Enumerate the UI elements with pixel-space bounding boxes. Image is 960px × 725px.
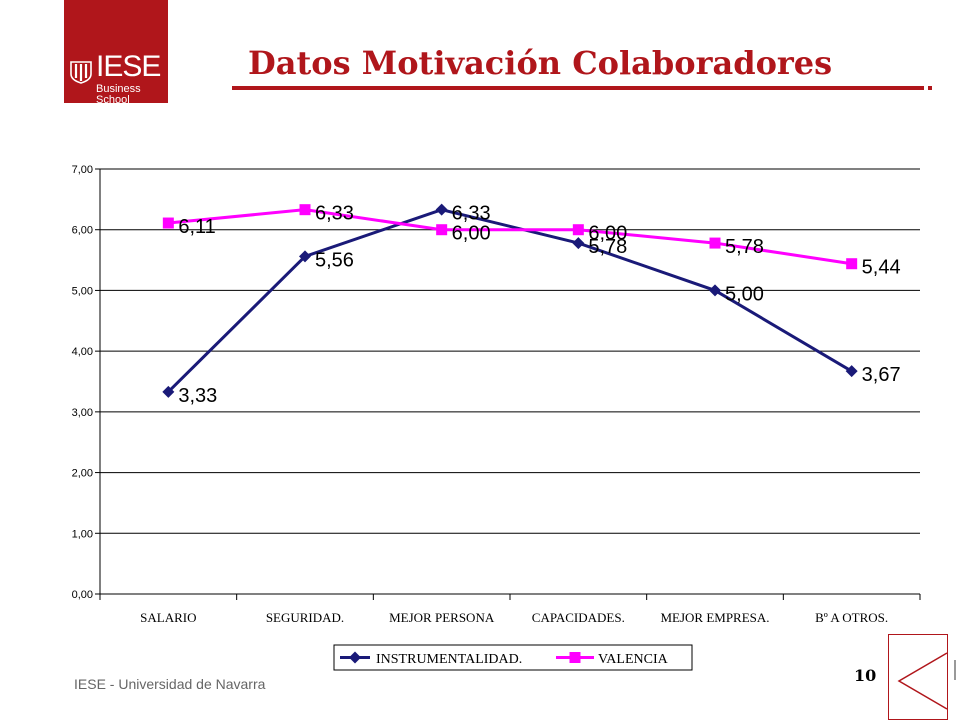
data-point bbox=[162, 385, 175, 398]
data-point bbox=[162, 217, 174, 229]
data-label: 6,11 bbox=[178, 216, 215, 238]
data-label: 5,56 bbox=[315, 249, 354, 271]
legend-label: INSTRUMENTALIDAD. bbox=[376, 652, 522, 667]
page-number: 10 bbox=[854, 666, 877, 685]
iese-logo: IESE Business School bbox=[64, 0, 168, 106]
y-tick-label: 4,00 bbox=[72, 346, 93, 358]
x-tick-label: MEJOR EMPRESA. bbox=[660, 610, 769, 625]
y-tick-label: 5,00 bbox=[72, 285, 93, 297]
y-tick-label: 1,00 bbox=[72, 528, 93, 540]
iese-shield-icon bbox=[70, 61, 92, 84]
data-label: 6,33 bbox=[315, 203, 354, 225]
y-tick-label: 2,00 bbox=[72, 468, 93, 480]
data-label: 6,00 bbox=[588, 223, 627, 245]
data-label: 5,78 bbox=[725, 236, 764, 258]
series-line-valencia bbox=[168, 208, 852, 266]
x-tick-label: MEJOR PERSONA bbox=[389, 610, 495, 625]
data-point bbox=[572, 237, 585, 250]
data-point bbox=[709, 237, 721, 249]
data-point bbox=[299, 204, 311, 216]
y-tick-label: 6,00 bbox=[72, 225, 93, 237]
data-point bbox=[572, 224, 584, 236]
data-label: 6,00 bbox=[452, 223, 491, 245]
y-tick-label: 7,00 bbox=[72, 164, 93, 176]
data-point bbox=[709, 284, 721, 297]
legend-box bbox=[333, 644, 693, 671]
data-point bbox=[435, 203, 448, 216]
series-line-instrumentalidad bbox=[167, 208, 853, 393]
footer-text: IESE - Universidad de Navarra bbox=[74, 676, 266, 692]
data-label: 3,67 bbox=[862, 364, 901, 386]
data-label: 5,44 bbox=[862, 257, 901, 279]
data-point bbox=[846, 258, 858, 270]
x-tick-label: Bº A OTROS. bbox=[815, 610, 888, 625]
x-tick-label: SALARIO bbox=[140, 610, 196, 625]
y-tick-label: 3,00 bbox=[72, 407, 93, 419]
data-label: 5,00 bbox=[725, 283, 764, 305]
slide-title: Datos Motivación Colaboradores bbox=[248, 44, 833, 82]
data-label: 6,33 bbox=[452, 203, 491, 225]
data-point bbox=[845, 365, 858, 378]
logo-subtitle: Business School bbox=[96, 83, 141, 106]
legend-marker bbox=[569, 652, 581, 663]
y-tick-label: 0,00 bbox=[72, 589, 93, 601]
data-point bbox=[436, 224, 448, 236]
x-tick-label: CAPACIDADES. bbox=[532, 610, 625, 625]
logo-word: IESE bbox=[96, 50, 161, 83]
title-rule-dot bbox=[928, 86, 932, 90]
title-rule bbox=[232, 86, 924, 90]
data-point bbox=[299, 250, 311, 263]
data-label: 3,33 bbox=[178, 385, 217, 407]
legend-label: VALENCIA bbox=[598, 652, 669, 667]
back-arrow-icon bbox=[897, 652, 948, 710]
previous-slide-button[interactable] bbox=[888, 634, 948, 720]
x-tick-label: SEGURIDAD. bbox=[266, 610, 344, 625]
nav-tick bbox=[954, 660, 956, 680]
data-label: 5,78 bbox=[588, 236, 627, 258]
legend-marker bbox=[349, 651, 361, 664]
